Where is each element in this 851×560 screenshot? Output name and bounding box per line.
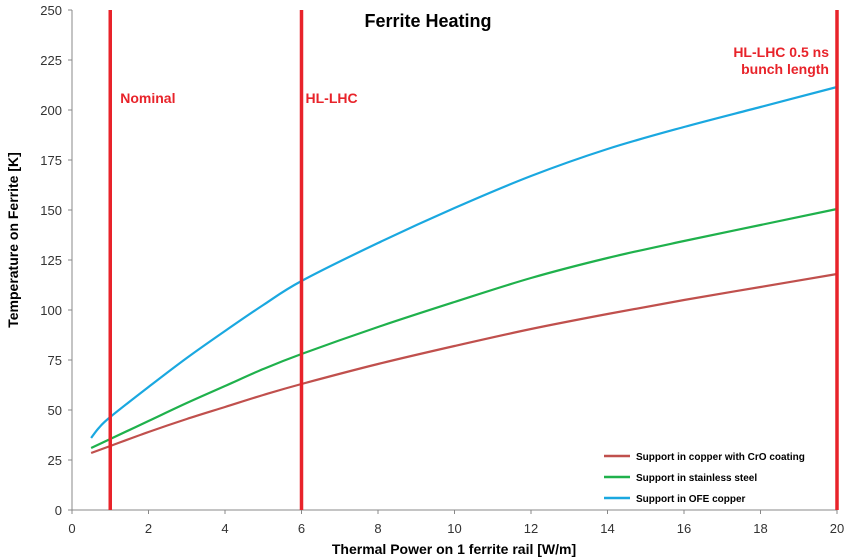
y-tick-label: 175 — [40, 153, 62, 168]
marker-label-1: HL-LHC — [306, 90, 358, 106]
y-tick-label: 25 — [48, 453, 62, 468]
x-tick-label: 8 — [374, 521, 381, 536]
x-tick-label: 20 — [830, 521, 844, 536]
x-tick-label: 16 — [677, 521, 691, 536]
x-tick-label: 4 — [221, 521, 228, 536]
y-tick-label: 150 — [40, 203, 62, 218]
legend-label-2: Support in OFE copper — [636, 494, 746, 505]
x-tick-label: 10 — [447, 521, 461, 536]
y-tick-label: 50 — [48, 403, 62, 418]
marker-label-2: bunch length — [741, 61, 829, 77]
series-line-1 — [90, 207, 838, 449]
x-axis-title: Thermal Power on 1 ferrite rail [W/m] — [332, 541, 576, 557]
y-tick-label: 75 — [48, 353, 62, 368]
chart-title: Ferrite Heating — [364, 11, 491, 31]
legend-label-0: Support in copper with CrO coating — [636, 452, 805, 463]
x-tick-label: 2 — [145, 521, 152, 536]
x-tick-label: 14 — [600, 521, 614, 536]
marker-label-2: HL-LHC 0.5 ns — [733, 44, 829, 60]
y-tick-label: 0 — [55, 503, 62, 518]
plot-area: 0 25 50 75 100 125 150 175 200 225 250 0 2 4 6 8 10 12 14 1… — [40, 3, 844, 536]
marker-label-0: Nominal — [120, 90, 175, 106]
series-line-2 — [90, 85, 838, 439]
y-tick-label: 250 — [40, 3, 62, 18]
x-tick-label: 12 — [524, 521, 538, 536]
x-tick-label: 0 — [68, 521, 75, 536]
y-tick-label: 100 — [40, 303, 62, 318]
legend-label-1: Support in stainless steel — [636, 473, 757, 484]
y-axis-title: Temperature on Ferrite [K] — [5, 152, 21, 328]
x-tick-label: 6 — [298, 521, 305, 536]
x-tick-label: 18 — [753, 521, 767, 536]
y-tick-label: 225 — [40, 53, 62, 68]
y-tick-label: 125 — [40, 253, 62, 268]
y-tick-label: 200 — [40, 103, 62, 118]
series-line-0 — [90, 272, 838, 455]
